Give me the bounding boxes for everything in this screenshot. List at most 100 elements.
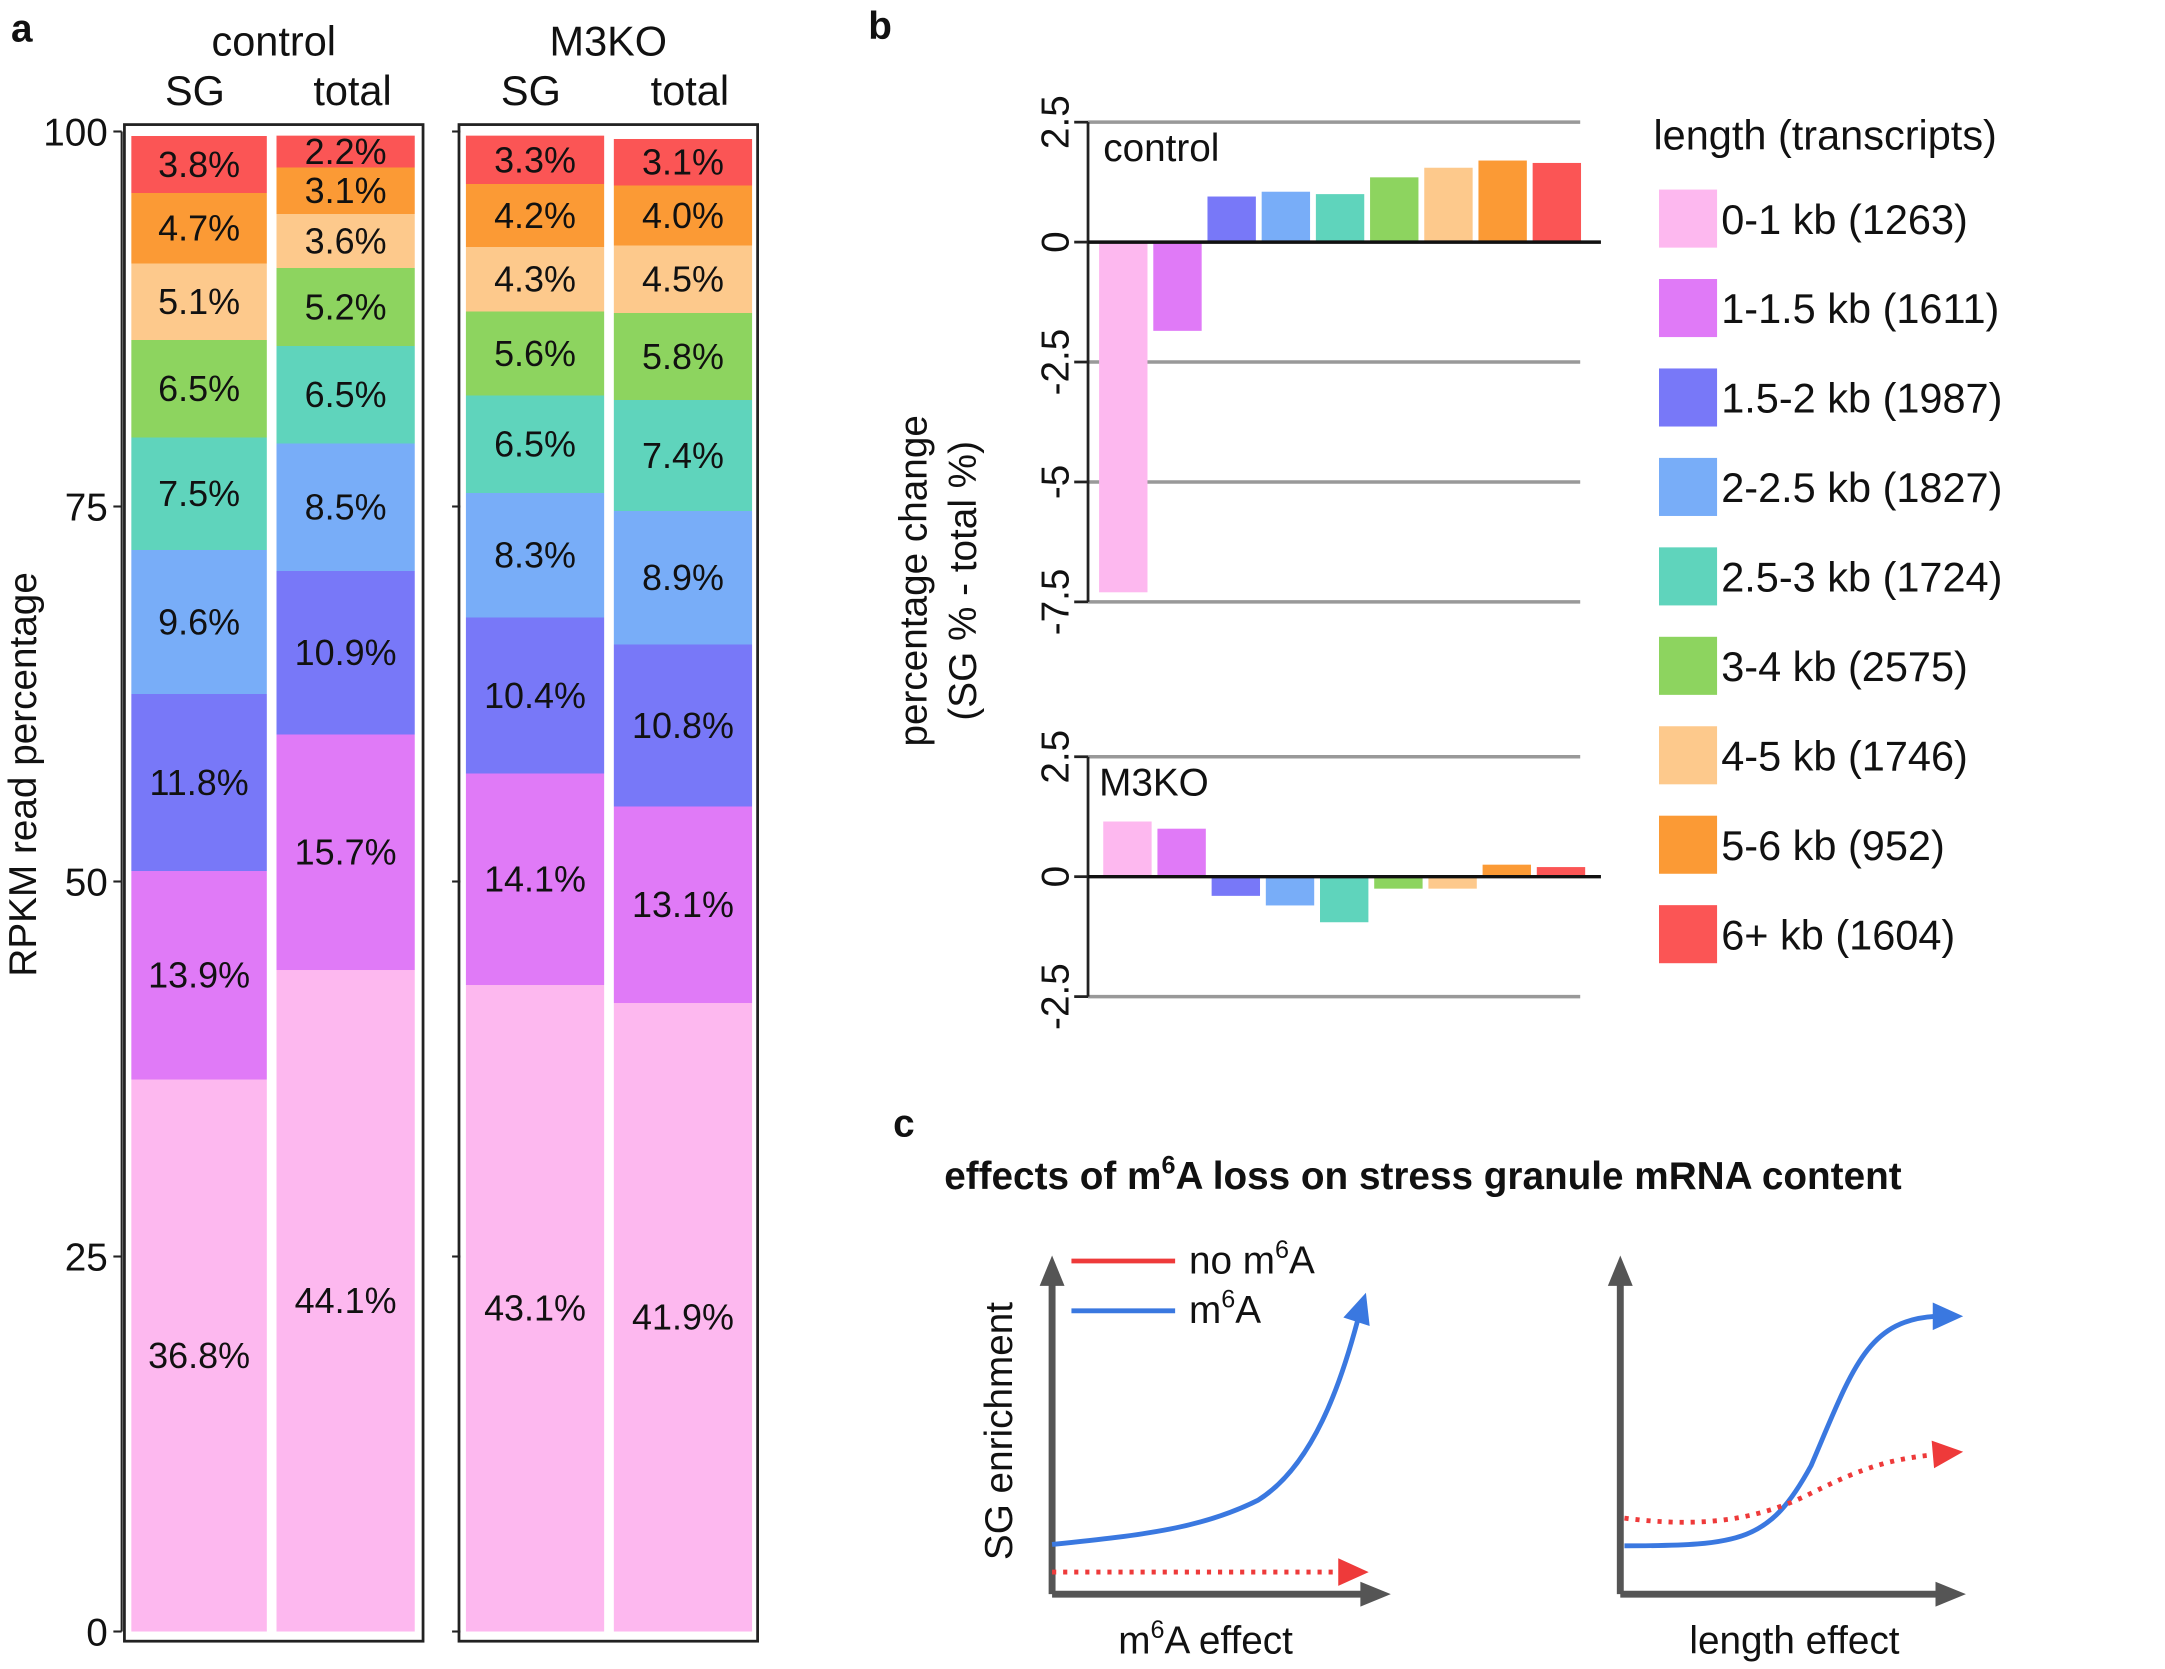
bar-segment — [613, 806, 753, 1004]
y-tick-label: 100 — [43, 111, 108, 154]
y-axis-label-line: percentage change — [892, 415, 935, 746]
y-tick-label: 50 — [65, 861, 108, 904]
bar-segment — [465, 246, 605, 312]
legend-entry: 1-1.5 kb (1611) — [1721, 285, 1999, 332]
panel-b-difference-bars: 2.5 0 -2.5 -5 -7.5 control 2.5 0 -2.5 M3KO percent… — [892, 95, 2002, 1030]
legend-swatch — [1659, 636, 1718, 695]
bar-segment — [613, 185, 753, 246]
panel-label-c: c — [893, 1103, 915, 1146]
y-tick-label: 2.5 — [1035, 95, 1078, 149]
segment-label: 3.3% — [494, 139, 576, 180]
segment-label: 43.1% — [484, 1288, 586, 1329]
segment-label: 15.7% — [295, 832, 397, 873]
bar — [1315, 194, 1365, 243]
bar — [1099, 242, 1148, 593]
segment-label: 5.2% — [305, 286, 387, 327]
bar-segment — [613, 399, 753, 512]
segment-label: 41.9% — [632, 1297, 734, 1338]
y-axis-label: RPKM read percentage — [2, 572, 45, 976]
bar-segment — [276, 345, 415, 444]
legend-entry: 4-5 kb (1746) — [1721, 732, 1968, 779]
bar-segment — [613, 138, 753, 186]
y-tick-label: 75 — [65, 486, 108, 529]
bar-segment — [465, 773, 605, 986]
bar-segment — [613, 511, 753, 645]
legend-entry: 6+ kb (1604) — [1721, 911, 1955, 958]
legend-swatch — [1659, 547, 1718, 606]
panel-label-b: b — [868, 5, 892, 48]
legend-entry: 3-4 kb (2575) — [1721, 643, 1968, 690]
bar-segment — [131, 871, 267, 1080]
bar-segment — [276, 267, 415, 346]
bar-segment — [465, 395, 605, 494]
panel-a-stacked-bars: 0 25 50 75 100 RPKM read percentage control M3K… — [2, 17, 759, 1654]
legend-swatch — [1659, 189, 1718, 248]
no-m6a-curve — [1624, 1452, 1936, 1525]
segment-label: 11.8% — [149, 762, 248, 803]
segment-label: 9.6% — [158, 601, 240, 642]
bar — [1207, 196, 1256, 243]
bar-segment — [465, 135, 605, 184]
y-tick-label: 0 — [86, 1611, 108, 1654]
bar — [1211, 876, 1261, 896]
group-frame — [123, 123, 425, 1643]
legend-swatch — [1659, 368, 1718, 427]
legend-swatch — [1659, 279, 1718, 338]
bar-segment — [276, 213, 415, 268]
segment-label: 4.5% — [642, 259, 724, 300]
legend-title: length (transcripts) — [1653, 111, 1996, 158]
segment-label: 44.1% — [295, 1280, 397, 1321]
schematic-title: effects of m6A loss on stress granule mR… — [944, 1152, 1902, 1198]
group-label: M3KO — [550, 17, 668, 64]
m6a-curve — [1624, 1313, 1936, 1549]
bar-segment — [131, 1079, 267, 1632]
bar-segment — [613, 1003, 753, 1632]
bar-segment — [131, 135, 267, 193]
segment-label: 13.9% — [148, 955, 250, 996]
segment-label: 10.4% — [484, 675, 586, 716]
column-label: SG — [165, 67, 225, 114]
bar — [1478, 160, 1527, 243]
segment-label: 13.1% — [632, 884, 734, 925]
bar — [1482, 864, 1531, 877]
arrow-head-icon — [1360, 1581, 1391, 1607]
segment-label: 10.8% — [632, 705, 734, 746]
legend-swatch — [1659, 457, 1718, 516]
bar — [1374, 876, 1423, 889]
y-axis-label: SG enrichment — [978, 1302, 1021, 1560]
y-tick-label: -2.5 — [1035, 329, 1078, 396]
curve-arrow-icon — [1932, 1302, 1964, 1331]
bar-segment — [465, 183, 605, 247]
panel-name: control — [1103, 127, 1219, 170]
bar-segment — [613, 644, 753, 807]
bar — [1428, 876, 1477, 889]
bar-segment — [465, 311, 605, 396]
column-label: total — [313, 67, 391, 114]
bar-segment — [276, 970, 415, 1632]
m6a-curve — [1051, 1319, 1360, 1547]
legend-swatch — [1659, 905, 1718, 964]
arrow-head-icon — [1935, 1581, 1966, 1607]
curve-arrow-icon — [1343, 1292, 1370, 1326]
panel-label-a: a — [11, 8, 33, 51]
arrow-head-icon — [1039, 1255, 1065, 1286]
segment-label: 5.8% — [642, 336, 724, 377]
bar-segment — [131, 437, 267, 551]
curve-arrow-icon — [1931, 1440, 1964, 1469]
legend-label-m6a: m6A — [1189, 1286, 1261, 1332]
segment-label: 4.7% — [158, 208, 240, 249]
bar-segment — [613, 312, 753, 400]
x-axis-label: length effect — [1689, 1620, 1899, 1663]
segment-label: 6.5% — [158, 368, 240, 409]
arrow-head-icon — [1607, 1255, 1633, 1286]
legend-entry: 5-6 kb (952) — [1721, 822, 1945, 869]
bar — [1424, 167, 1473, 243]
segment-label: 4.2% — [494, 195, 576, 236]
y-tick-label: 0 — [1035, 231, 1078, 253]
curve-arrow-icon — [1338, 1558, 1369, 1586]
y-tick-label: -5 — [1035, 465, 1078, 499]
y-axis-label: percentage change (SG % - total %) — [892, 415, 985, 746]
column-label: total — [651, 67, 729, 114]
y-tick-label: -2.5 — [1035, 963, 1078, 1030]
